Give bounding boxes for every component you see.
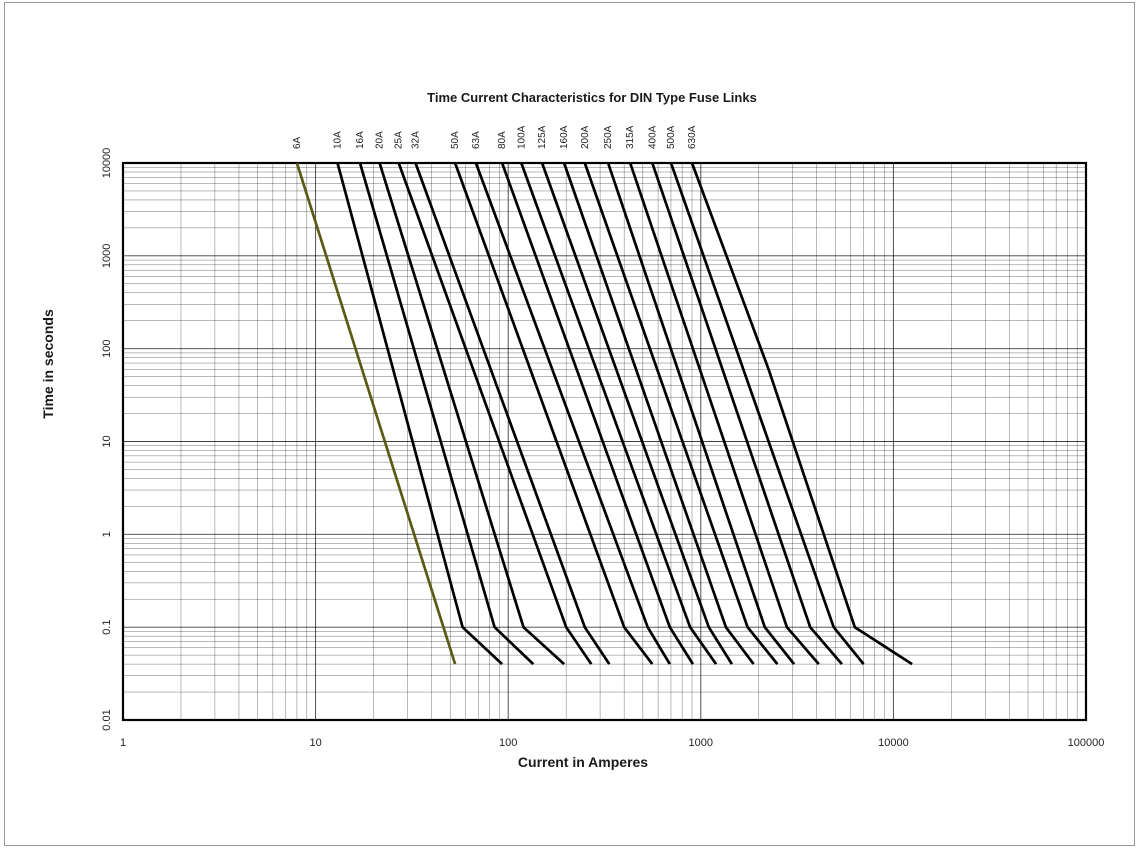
rating-label-10A: 10A [333,131,344,149]
curve-20A [378,162,566,666]
y-tick-label: 1 [101,531,113,537]
rating-label-80A: 80A [497,131,508,149]
y-axis-title: Time in seconds [40,309,56,419]
y-tick-label: 0.01 [101,709,113,730]
rating-label-160A: 160A [559,125,570,149]
rating-label-25A: 25A [394,131,405,149]
curve-125A [540,162,734,665]
plot-border [121,161,1088,722]
rating-label-50A: 50A [450,131,461,149]
rating-label-16A: 16A [355,131,366,149]
curve-63A [474,162,671,665]
x-tick-label: 100 [499,737,517,749]
x-tick-label: 1 [120,737,126,749]
rating-label-400A: 400A [647,125,658,149]
curve-500A [669,162,865,665]
curve-6A [295,162,457,665]
curves-layer [295,162,913,666]
rating-label-200A: 200A [580,125,591,149]
curve-630A [690,162,913,666]
curve-32A [414,162,611,665]
x-tick-label: 10000 [878,737,909,749]
rating-label-250A: 250A [603,125,614,149]
curve-160A [562,162,755,665]
ratings-layer: 6A 10A 16A 20A 25A 32A 50A 63A 80A 100A 125A 160A 20… [292,125,698,149]
x-tick-label: 10 [309,737,321,749]
x-tick-label: 100000 [1068,737,1105,749]
curve-200A [583,162,779,665]
rating-label-500A: 500A [666,125,677,149]
rating-label-315A: 315A [625,125,636,149]
rating-label-20A: 20A [375,131,386,149]
curve-400A [651,162,843,665]
curve-50A [453,162,654,665]
x-tick-label: 1000 [689,737,713,749]
curve-10A [336,162,504,666]
y-tick-label: 10 [101,435,113,447]
rating-label-6A: 6A [292,136,303,149]
curve-315A [628,162,820,665]
rating-label-63A: 63A [471,131,482,149]
rating-label-32A: 32A [410,131,421,149]
y-tick-label: 1000 [101,244,113,268]
curve-16A [358,162,535,666]
y-tick-label: 0.1 [101,620,113,635]
chart-frame [4,2,1135,846]
x-axis-title: Current in Amperes [518,754,648,770]
y-tick-label: 100 [101,339,113,357]
curve-25A [397,162,593,665]
grid-layer [123,163,1086,720]
curve-250A [606,162,796,665]
chart-title: Time Current Characteristics for DIN Typ… [427,90,757,105]
ticks-layer: 1 10 100 1000 10000 100000 0.01 0.1 1 10 100 1000 10… [101,148,1104,749]
rating-label-100A: 100A [516,125,527,149]
curve-80A [500,162,695,665]
rating-label-630A: 630A [687,125,698,149]
y-tick-label: 10000 [101,148,113,179]
rating-label-125A: 125A [537,125,548,149]
curve-100A [520,162,718,665]
